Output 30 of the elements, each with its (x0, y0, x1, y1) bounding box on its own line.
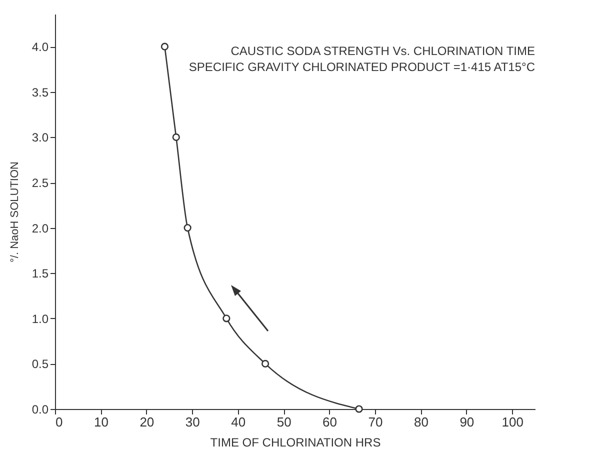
x-tick-label: 0 (56, 414, 63, 430)
y-tick-label: 0.5 (32, 357, 49, 372)
y-tick-label: 3.0 (32, 130, 49, 145)
x-tick-label: 30 (185, 414, 200, 430)
y-tick-label: 2.5 (32, 176, 49, 190)
y-tick-label: 1.5 (32, 266, 49, 281)
point (172, 133, 180, 142)
y-axis-title: °/. NaoH SOLUTION (8, 161, 21, 262)
point (222, 314, 230, 322)
y-tick-label: 3.5 (32, 85, 49, 100)
y-tick-label: 4.0 (32, 40, 49, 54)
y-tick-label: 2.0 (32, 221, 49, 236)
x-tick-label: 80 (414, 414, 428, 430)
point (355, 405, 363, 413)
point (160, 42, 169, 50)
x-tick-label: 20 (140, 414, 154, 430)
x-tick-label: 100 (502, 414, 524, 430)
x-tick-label: 40 (231, 414, 246, 430)
y-tick-label: 1.0 (32, 312, 49, 326)
x-tick-label: 70 (368, 414, 383, 430)
point (184, 224, 192, 232)
point (261, 360, 270, 368)
x-tick-label: 50 (276, 414, 292, 430)
x-tick-label: 10 (94, 414, 108, 430)
text: CAUSTIC SODA STRENGTH Vs. CHLORINATION TIME (230, 44, 535, 58)
x-tick-label: 60 (322, 414, 338, 430)
x-tick-label: 90 (460, 414, 474, 430)
text: SPECIFIC GRAVITY CHLORINATED PRODUCT =1·415 AT15°C (188, 60, 536, 74)
x-axis-title: TIME OF CHLORINATION HRS (210, 436, 381, 450)
y-tick-label: 0.0 (32, 402, 49, 416)
